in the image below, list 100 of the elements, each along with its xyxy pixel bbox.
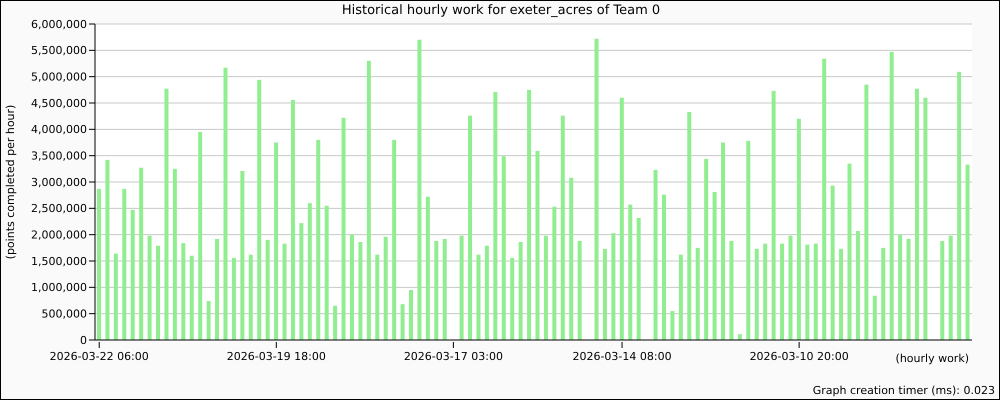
bar	[923, 98, 928, 340]
bar	[772, 90, 776, 340]
bar	[814, 244, 818, 340]
chart-title: Historical hourly work for exeter_acres of Team 0	[340, 3, 662, 18]
bar	[872, 296, 877, 340]
bar	[780, 244, 784, 340]
bar	[426, 196, 430, 340]
bar	[864, 84, 868, 340]
bar	[215, 238, 220, 340]
bar	[848, 164, 852, 340]
bar	[493, 92, 498, 340]
bar	[544, 236, 548, 340]
bar	[518, 242, 523, 340]
x-tick-label: 2026-03-22 06:00	[50, 350, 149, 363]
text: Graph creation timer (ms): 0.023	[812, 384, 995, 397]
bar	[342, 118, 346, 340]
bar	[788, 236, 792, 340]
y-tick-label: 500,000	[42, 308, 87, 321]
bar	[409, 290, 414, 340]
bar	[350, 234, 354, 340]
bar	[881, 248, 886, 340]
bar	[442, 238, 447, 340]
bar	[156, 246, 160, 340]
bar	[898, 234, 902, 340]
y-tick-label: 4,000,000	[31, 123, 87, 136]
bar	[316, 140, 320, 340]
bar	[502, 156, 506, 340]
bar	[139, 168, 144, 340]
y-tick-label: 2,500,000	[31, 202, 87, 216]
y-tick-label: 6,000,000	[31, 18, 87, 31]
bar	[678, 254, 683, 340]
bar	[417, 40, 422, 340]
bar	[822, 58, 826, 340]
bar	[704, 158, 708, 340]
bar	[400, 304, 405, 340]
bar	[198, 132, 202, 340]
bar	[940, 240, 944, 340]
bar	[856, 230, 860, 340]
y-tick-label: 5,000,000	[31, 70, 87, 84]
bar	[257, 80, 262, 340]
bar	[181, 243, 186, 340]
y-tick-label: 4,500,000	[31, 96, 87, 110]
bar	[172, 168, 177, 340]
bar	[97, 188, 101, 340]
bar	[484, 246, 489, 340]
bar	[282, 244, 287, 340]
bar	[164, 88, 168, 340]
bar	[906, 238, 911, 340]
bar	[248, 254, 253, 340]
bar	[274, 142, 278, 340]
bar	[721, 142, 726, 340]
y-tick-label: 0	[80, 334, 87, 347]
bar	[232, 258, 236, 340]
bar	[358, 242, 362, 340]
bar	[611, 233, 616, 340]
bar	[476, 254, 480, 340]
bar	[266, 240, 270, 340]
bar	[392, 140, 396, 340]
bar	[830, 186, 835, 340]
bar	[148, 236, 152, 340]
bar	[569, 178, 574, 340]
bar	[738, 334, 742, 340]
bar	[696, 248, 700, 340]
bar	[957, 72, 962, 340]
bar	[628, 204, 632, 340]
y-tick-label: 1,500,000	[31, 254, 87, 268]
x-axis-title: (hourly work)	[896, 352, 969, 365]
x-tick-label: 2026-03-17 03:00	[404, 350, 503, 363]
bar	[460, 236, 464, 340]
bar	[966, 164, 970, 340]
bar	[434, 240, 438, 340]
bar	[754, 248, 759, 340]
bar	[299, 223, 304, 340]
bar	[527, 90, 532, 340]
bar	[366, 60, 371, 340]
bar	[578, 240, 582, 340]
bar	[552, 206, 556, 340]
x-tick-label: 2026-03-14 08:00	[572, 350, 672, 363]
y-tick-label: 2,000,000	[31, 228, 87, 242]
bar	[914, 88, 919, 340]
bar	[687, 112, 692, 340]
bar	[510, 258, 514, 340]
bar	[536, 150, 540, 340]
bar	[324, 206, 329, 340]
bar	[712, 192, 717, 340]
bar	[290, 100, 295, 340]
bar	[763, 244, 768, 340]
bar	[948, 236, 953, 340]
bar	[654, 170, 658, 340]
bar	[805, 244, 810, 340]
y-tick-label: 3,000,000	[31, 176, 87, 189]
y-axis-title: (points completed per hour)	[4, 104, 17, 260]
bar	[602, 248, 607, 340]
bar	[890, 52, 894, 340]
bar	[223, 68, 228, 340]
bar	[308, 203, 312, 340]
bar	[105, 160, 110, 340]
bar	[333, 306, 338, 340]
x-tick-label: 2026-03-10 20:00	[750, 350, 849, 363]
x-tick-label: 2026-03-19 18:00	[226, 350, 326, 363]
